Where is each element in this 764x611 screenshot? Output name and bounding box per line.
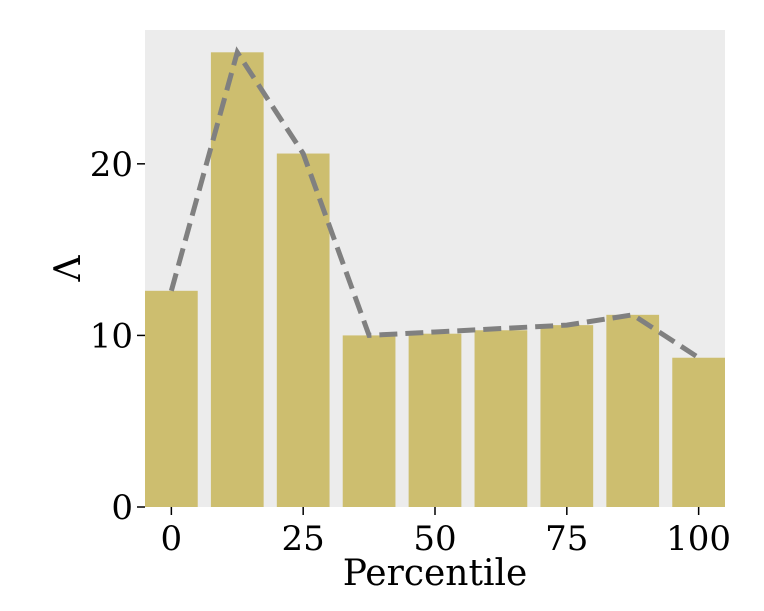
bars-group — [145, 52, 725, 508]
y-tick-label-0: 0 — [111, 488, 133, 528]
x-axis-label: Percentile — [343, 553, 528, 594]
bar-7 — [606, 314, 660, 507]
x-tick-label-3: 75 — [545, 519, 588, 559]
bar-1 — [210, 52, 264, 507]
bar-3 — [342, 335, 396, 507]
trend-line — [168, 46, 701, 360]
y-axis-label: Λ — [48, 255, 89, 283]
x-tick-label-2: 50 — [413, 519, 456, 559]
bar-5 — [474, 330, 528, 507]
x-tick-label-0: 0 — [161, 519, 183, 559]
y-axis-ticks: 0 10 20 — [90, 145, 145, 528]
y-tick-label-1: 10 — [90, 316, 133, 356]
x-tick-label-4: 100 — [666, 519, 731, 559]
y-tick-label-2: 20 — [90, 145, 133, 185]
x-tick-label-1: 25 — [282, 519, 325, 559]
bar-8 — [672, 357, 725, 507]
bar-4 — [408, 333, 462, 507]
bar-6 — [540, 325, 594, 507]
bar-2 — [276, 153, 330, 508]
x-axis-ticks: 0 25 50 75 100 — [161, 507, 731, 559]
bar-0 — [145, 290, 198, 507]
